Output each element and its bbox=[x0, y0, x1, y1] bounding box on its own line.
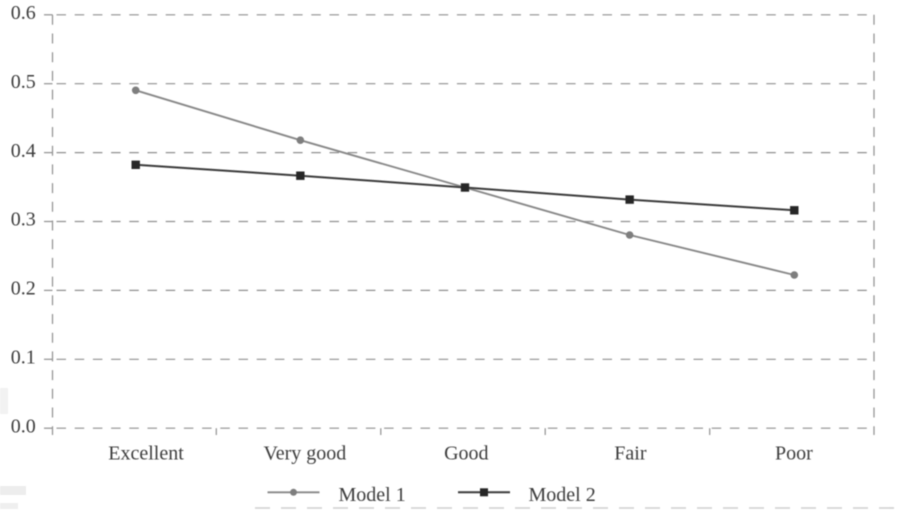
svg-text:Poor: Poor bbox=[775, 443, 813, 465]
svg-text:Good: Good bbox=[444, 443, 488, 465]
svg-text:0.4: 0.4 bbox=[11, 140, 36, 162]
svg-text:Fair: Fair bbox=[614, 443, 647, 465]
svg-text:Model 2: Model 2 bbox=[529, 484, 596, 506]
svg-text:0.5: 0.5 bbox=[11, 71, 36, 93]
svg-text:0.1: 0.1 bbox=[11, 347, 36, 369]
svg-text:0.0: 0.0 bbox=[11, 415, 36, 437]
svg-text:0.6: 0.6 bbox=[11, 2, 36, 24]
svg-text:Very good: Very good bbox=[264, 443, 347, 465]
svg-text:Excellent: Excellent bbox=[108, 443, 184, 465]
svg-text:0.2: 0.2 bbox=[11, 278, 36, 300]
svg-text:Model 1: Model 1 bbox=[339, 484, 406, 506]
svg-text:0.3: 0.3 bbox=[11, 209, 36, 231]
